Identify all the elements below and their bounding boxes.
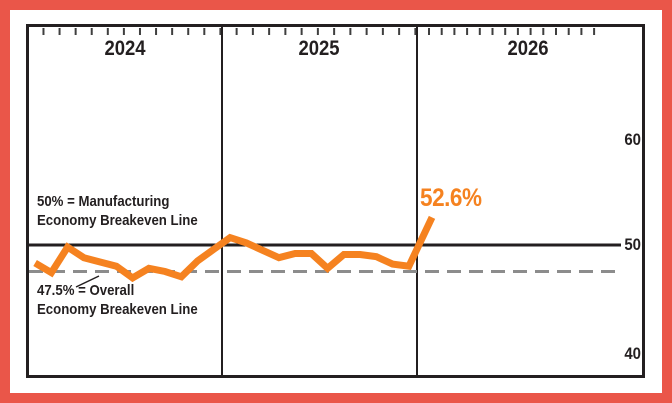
y-axis-label-50: 50 [624, 235, 641, 254]
overall-breakeven-note-line1: 47.5% = Overall [37, 282, 135, 299]
y-axis-label-40: 40 [624, 344, 641, 363]
year-label-2026: 2026 [507, 37, 549, 60]
latest-value-label: 52.6% [420, 184, 482, 212]
pmi-series-line [33, 215, 436, 283]
overall-breakeven-note: 47.5% = Overall Economy Breakeven Line [37, 281, 198, 319]
chart-plot-border [26, 24, 645, 378]
overall-breakeven-note-line2: Economy Breakeven Line [37, 301, 198, 318]
y-axis-label-60: 60 [624, 130, 641, 149]
year-label-2024: 2024 [104, 37, 146, 60]
note-leader-line [75, 275, 100, 288]
manufacturing-breakeven-note-line1: 50% = Manufacturing [37, 193, 170, 210]
manufacturing-breakeven-note: 50% = Manufacturing Economy Breakeven Li… [37, 192, 198, 230]
manufacturing-breakeven-note-line2: Economy Breakeven Line [37, 212, 198, 229]
year-label-2025: 2025 [298, 37, 340, 60]
